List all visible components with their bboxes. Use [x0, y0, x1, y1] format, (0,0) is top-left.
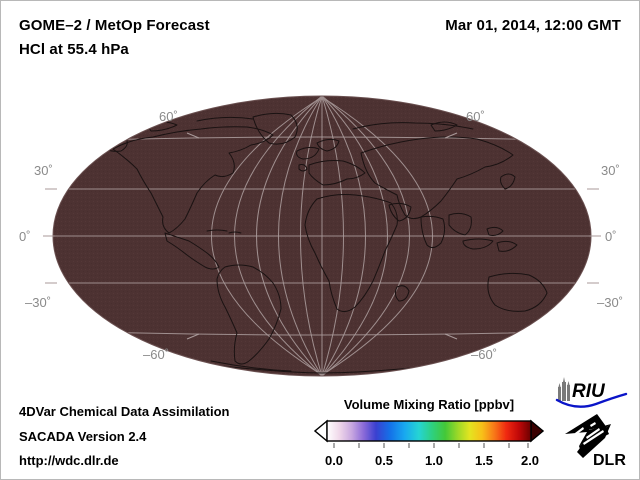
riu-logo-text: RIU — [572, 381, 606, 402]
colorbar-gradient — [314, 419, 544, 443]
dlr-logo: DLR — [565, 414, 626, 469]
lat-label-left-0: 0˚ — [19, 229, 31, 244]
colorbar-tick-4: 2.0 — [520, 453, 540, 468]
colorbar-title: Volume Mixing Ratio [ppbv] — [343, 397, 515, 412]
riu-wave-icon — [555, 392, 628, 408]
footer-line-assimilation: 4DVar Chemical Data Assimilation — [19, 404, 230, 419]
colorbar-under-arrow — [314, 419, 328, 443]
lat-label-left-m30: –30˚ — [25, 295, 52, 310]
map-panel: 60˚ 30˚ 0˚ –30˚ –60˚ 60˚ 30˚ 0˚ –30˚ –60… — [1, 81, 640, 386]
lat-label-right-30: 30˚ — [601, 163, 620, 178]
page-subtitle: HCl at 55.4 hPa — [19, 41, 129, 58]
timestamp-label: Mar 01, 2014, 12:00 GMT — [445, 17, 621, 34]
colorbar: Volume Mixing Ratio [ppbv] — [314, 397, 544, 473]
lat-label-right-60: 60˚ — [466, 109, 485, 124]
footer-line-version: SACADA Version 2.4 — [19, 429, 147, 444]
lat-tick-marks — [43, 132, 601, 340]
lat-label-right-m60: –60˚ — [471, 347, 498, 362]
colorbar-body — [326, 420, 532, 442]
colorbar-tick-marks — [333, 443, 529, 448]
colorbar-tick-1: 0.5 — [374, 453, 394, 468]
mollweide-map — [43, 95, 601, 377]
lat-label-left-m60: –60˚ — [143, 347, 170, 362]
colorbar-tick-2: 1.0 — [424, 453, 444, 468]
riu-logo: RIU — [555, 377, 628, 408]
lat-label-right-m30: –30˚ — [597, 295, 624, 310]
dlr-arrow-icon — [565, 414, 611, 458]
lat-label-right-0: 0˚ — [605, 229, 617, 244]
colorbar-tick-3: 1.5 — [474, 453, 494, 468]
colorbar-over-arrow — [530, 419, 544, 443]
footer-line-url[interactable]: http://wdc.dlr.de — [19, 453, 119, 468]
graticule-meridians — [211, 96, 433, 376]
lat-label-left-60: 60˚ — [159, 109, 178, 124]
colorbar-tick-row: 0.0 0.5 1.0 1.5 2.0 — [314, 443, 544, 468]
page-title: GOME–2 / MetOp Forecast — [19, 17, 210, 34]
dlr-logo-text: DLR — [593, 452, 626, 469]
riu-tower-icon — [558, 377, 570, 401]
lat-label-left-30: 30˚ — [34, 163, 53, 178]
colorbar-tick-0: 0.0 — [324, 453, 344, 468]
